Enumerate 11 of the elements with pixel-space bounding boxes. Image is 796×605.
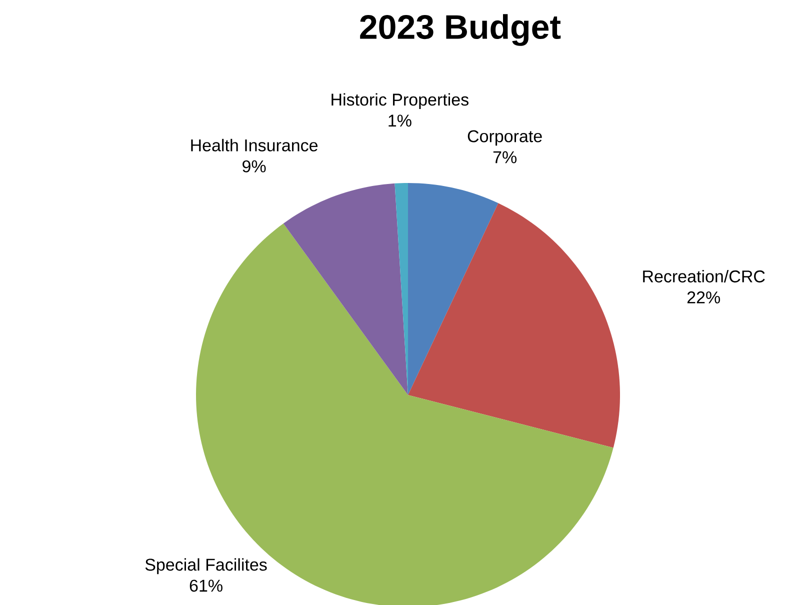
slice-label: Historic Properties [332, 93, 468, 110]
chart-title: 2023 Budget [360, 14, 561, 46]
data-label: 61% [190, 580, 222, 592]
data-label: 1% [388, 114, 412, 127]
data-label: 7% [493, 151, 517, 164]
slice-label: Special Facilites [145, 558, 267, 574]
slice-label: Recreation/CRC [643, 270, 765, 282]
slice-label: Health Insurance [191, 138, 318, 152]
slice-label: Corporate [468, 130, 542, 146]
data-label: 22% [687, 291, 720, 304]
data-label: 9% [242, 160, 266, 172]
